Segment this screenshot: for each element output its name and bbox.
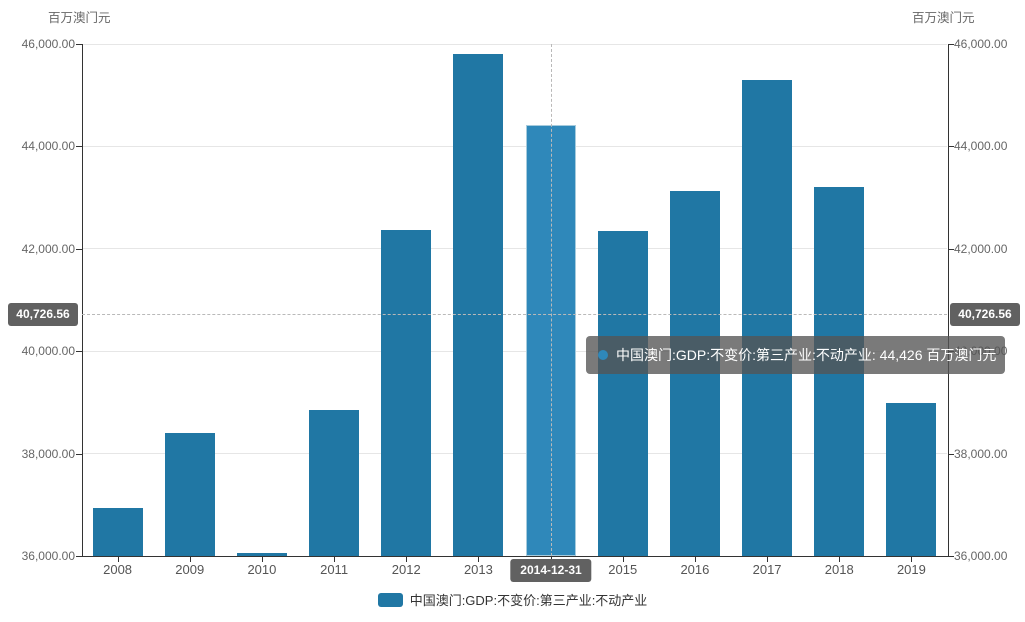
bar-2011[interactable] [309,410,360,556]
y-tick-left [75,146,82,148]
legend-label: 中国澳门:GDP:不变价:第三产业:不动产业 [409,593,648,608]
x-axis-label: 2015 [608,562,638,577]
crosshair-date-badge: 2014-12-31 [510,559,592,582]
crosshair-value-badge-left: 40,726.56 [8,303,78,326]
gridline [82,350,947,352]
x-axis-label: 2009 [175,562,205,577]
y-axis-label-left: 46,000.00 [21,37,75,51]
tooltip-text: 中国澳门:GDP:不变价:第三产业:不动产业: 44,426 百万澳门元 [616,347,997,363]
y-tick-right [947,556,954,557]
x-tick [694,556,696,562]
x-tick [767,556,769,562]
y-axis-label-left: 38,000.00 [21,446,75,461]
bar-2008[interactable] [92,507,143,556]
y-axis-label-right: 38,000.00 [954,446,1008,461]
legend-item[interactable]: 中国澳门:GDP:不变价:第三产业:不动产业 [0,590,1025,609]
bar-2012[interactable] [381,229,432,556]
x-tick [189,556,191,562]
x-axis-label: 2019 [896,562,926,577]
y-tick-left [75,556,82,557]
y-tick-right [947,248,954,250]
gridline [82,145,947,147]
x-tick [622,556,624,562]
y-axis-line-right [947,44,949,556]
x-axis-label: 2016 [680,562,710,577]
y-axis-label-right: 46,000.00 [954,37,1008,51]
right-axis-unit-title: 百万澳门元 [912,11,975,25]
bar-2017[interactable] [742,80,793,556]
gridline [82,453,947,455]
crosshair-horizontal-line [82,314,947,315]
y-axis-label-left: 40,000.00 [21,344,75,359]
y-axis-label-left: 42,000.00 [21,241,75,256]
x-tick [261,556,263,562]
crosshair-value-badge-right: 40,726.56 [950,303,1020,326]
y-axis-label-right: 36,000.00 [954,549,1008,563]
legend-marker-icon [377,592,403,607]
x-tick [478,556,480,562]
y-axis-line-left [81,44,83,556]
y-tick-right [947,44,954,45]
y-axis-label-right: 42,000.00 [954,241,1008,256]
y-tick-left [75,44,82,45]
x-tick [839,556,841,562]
y-tick-right [947,146,954,148]
gridline [82,248,947,250]
series-marker-icon [598,350,608,360]
left-axis-unit-title: 百万澳门元 [48,11,111,25]
y-axis-label-right: 44,000.00 [954,139,1008,154]
x-axis-label: 2017 [752,562,782,577]
bar-2010[interactable] [236,552,287,556]
bar-2015[interactable] [597,230,648,556]
x-axis-label: 2013 [463,562,493,577]
y-axis-label-left: 44,000.00 [21,139,75,154]
bar-2009[interactable] [164,433,215,556]
bar-2013[interactable] [453,54,504,556]
x-tick [406,556,408,562]
y-tick-left [75,351,82,353]
y-axis-label-left: 36,000.00 [21,549,75,563]
tooltip: 中国澳门:GDP:不变价:第三产业:不动产业: 44,426 百万澳门元 [586,336,1005,374]
x-axis-label: 2008 [103,562,133,577]
y-tick-left [75,453,82,455]
y-tick-right [947,453,954,455]
x-tick [911,556,913,562]
x-tick [334,556,336,562]
x-axis-label: 2011 [320,562,349,577]
x-axis-line [81,556,949,557]
gridline [82,43,947,45]
x-axis-label: 2010 [247,562,277,577]
crosshair-vertical-line [550,44,552,556]
x-axis-label: 2012 [391,562,421,577]
y-tick-left [75,248,82,250]
x-axis-label: 2018 [824,562,854,577]
x-tick [117,556,119,562]
bar-2019[interactable] [886,402,937,556]
